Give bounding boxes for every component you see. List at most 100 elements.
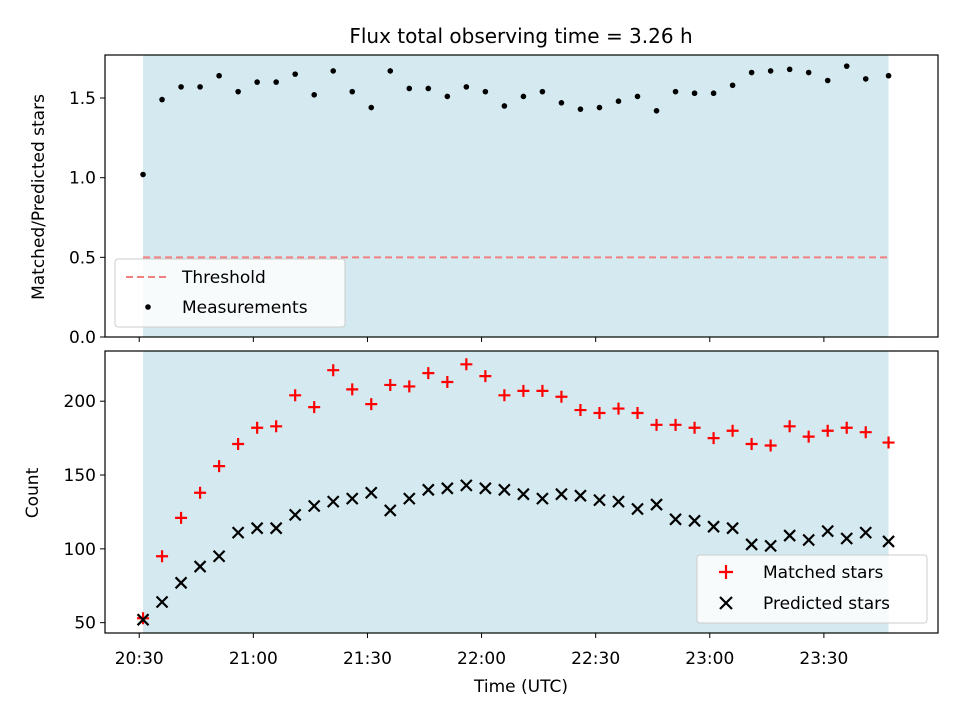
matched-star-point	[460, 358, 473, 371]
y-tick-label: 200	[64, 392, 96, 412]
measurement-point	[463, 84, 470, 90]
measurement-point	[368, 104, 375, 111]
matched-star-point	[251, 421, 264, 434]
matched-star-point	[308, 401, 321, 414]
measurement-point	[862, 76, 869, 82]
measurement-point	[596, 104, 603, 111]
predicted-star-point	[688, 514, 701, 528]
predicted-star-point	[631, 502, 644, 516]
predicted-star-point	[536, 492, 549, 505]
measurement-point	[786, 66, 793, 73]
matched-star-point	[194, 486, 207, 499]
predicted-star-point	[498, 483, 511, 497]
x-tick-label: 22:00	[457, 649, 506, 669]
measurement-point	[885, 72, 892, 79]
measurement-point	[273, 79, 279, 85]
x-tick-label: 21:00	[229, 649, 278, 669]
matched-star-point	[422, 367, 435, 380]
predicted-star-point	[403, 492, 416, 505]
measurement-point	[748, 69, 755, 76]
x-tick-label: 23:30	[799, 649, 848, 669]
matched-star-point	[882, 436, 895, 449]
bottom-legend-box	[696, 554, 928, 624]
y-tick-label: 1.0	[69, 169, 96, 189]
measurements-legend-swatch	[145, 304, 151, 310]
measurement-point	[843, 63, 850, 69]
predicted-star-point	[764, 539, 777, 553]
matched-star-point	[745, 438, 758, 451]
bottom-y-axis-label: Count	[23, 467, 43, 518]
y-tick-label: 100	[64, 540, 96, 560]
measurement-point	[767, 68, 774, 74]
predicted-star-point	[612, 495, 625, 508]
matched-star-point	[802, 430, 815, 443]
measurement-point	[330, 68, 337, 74]
matched-star-point	[346, 383, 359, 396]
matched-star-point	[688, 421, 701, 434]
matched-star-point	[821, 424, 834, 437]
matched-star-point	[156, 550, 169, 563]
predicted-star-point	[307, 499, 321, 513]
predicted-star-point	[593, 493, 606, 507]
y-tick-label: 0.5	[69, 248, 96, 268]
predicted-star-point	[345, 492, 359, 505]
top-y-axis-label: Matched/Predicted stars	[29, 94, 49, 300]
predicted-star-point	[650, 498, 663, 511]
measurement-point	[235, 88, 241, 95]
predicted-star-point	[555, 487, 568, 501]
matched-star-point	[612, 402, 625, 415]
measurement-point	[406, 85, 413, 92]
matched-legend-swatch	[719, 565, 733, 579]
bottom-legend: Matched stars Predicted stars	[696, 554, 928, 624]
y-tick-label: 1.5	[69, 89, 96, 109]
measurement-point	[216, 72, 222, 79]
measurement-point	[539, 88, 546, 95]
predicted-star-point	[288, 508, 302, 522]
top-panel-frame	[104, 54, 939, 338]
measurement-point	[501, 103, 508, 109]
predicted-star-point	[707, 520, 720, 533]
measurement-point	[254, 79, 260, 85]
predicted-star-point	[882, 535, 895, 548]
predicted-star-point	[155, 595, 169, 609]
measurement-point	[710, 90, 717, 97]
matched-star-point	[574, 404, 587, 417]
top-panel: 0.0 0.5 1.0 1.5 Matched/Predicted stars Thr…	[29, 54, 939, 348]
predicted-star-point	[821, 524, 834, 538]
matched-star-point	[631, 407, 644, 420]
predicted-star-point	[136, 613, 150, 626]
matched-star-point	[232, 438, 245, 451]
matched-legend-label: Matched stars	[763, 563, 883, 583]
measurements-legend-label: Measurements	[182, 298, 308, 318]
predicted-star-point	[783, 529, 796, 542]
measurement-point	[482, 88, 489, 95]
matched-star-point	[764, 439, 777, 452]
measurement-point	[140, 171, 146, 178]
measurement-point	[425, 85, 432, 92]
predicted-star-point	[802, 533, 815, 547]
matched-star-point	[384, 378, 397, 391]
measurement-point	[824, 77, 831, 84]
x-tick-label: 20:30	[115, 649, 164, 669]
measurement-point	[444, 93, 451, 100]
matched-star-point	[726, 424, 739, 437]
matched-star-point	[270, 420, 283, 433]
measurement-point	[653, 107, 660, 114]
predicted-star-point	[745, 538, 758, 551]
matched-star-point	[840, 421, 853, 434]
matched-star-point	[175, 511, 188, 524]
matched-star-point	[859, 426, 872, 439]
matched-star-point	[517, 384, 530, 397]
matched-star-point	[593, 407, 606, 420]
predicted-star-point	[326, 495, 340, 508]
predicted-star-point	[669, 513, 682, 526]
predicted-star-point	[517, 487, 530, 501]
matched-star-point	[403, 380, 416, 393]
measurement-point	[691, 90, 698, 97]
predicted-star-point	[269, 521, 283, 535]
bottom-panel: 50 100 150 200 20:30 21:00 21:30 22:00 22:30 23:…	[23, 350, 939, 697]
bottom-panel-frame	[104, 350, 939, 634]
matched-star-point	[327, 364, 340, 377]
predicted-star-point	[840, 532, 853, 545]
predicted-star-point	[193, 560, 207, 573]
